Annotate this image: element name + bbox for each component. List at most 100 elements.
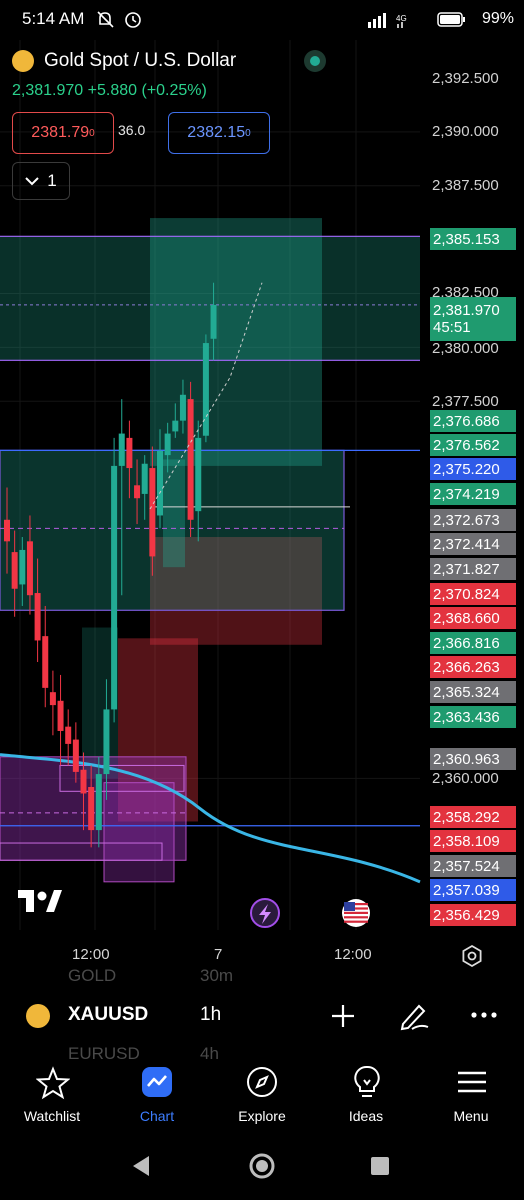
more-options-icon[interactable] [470, 1010, 498, 1020]
compass-icon [247, 1067, 277, 1097]
network-type: 4G [396, 14, 407, 23]
candle [26, 515, 33, 615]
ghost-symbol: EURUSD [68, 1044, 140, 1063]
nav-explore[interactable]: Explore [212, 1062, 312, 1132]
price-label: 2,357.039 [430, 879, 516, 901]
bar-countdown: 45:51 [433, 319, 471, 336]
nav-ideas[interactable]: Ideas [316, 1062, 416, 1132]
candle [187, 381, 194, 538]
order-block [0, 449, 345, 611]
candle [118, 399, 125, 596]
candle-body [202, 343, 209, 436]
price-label: 2,370.824 [430, 583, 516, 605]
candle-body [34, 593, 41, 641]
last-price: 2,381.970 [12, 82, 84, 99]
time-label: 12:00 [334, 946, 372, 963]
candle-body [11, 552, 18, 589]
candle [4, 487, 10, 574]
demand-zone [0, 842, 163, 861]
candle [42, 605, 49, 708]
candle-body [26, 541, 33, 596]
symbol-title[interactable]: Gold Spot / U.S. Dollar [44, 50, 237, 71]
drawing-tool-icon[interactable] [398, 1000, 432, 1032]
system-navigation [0, 1140, 524, 1200]
price-scale-tick: 2,390.000 [432, 123, 499, 140]
price-label: 2,376.686 [430, 410, 516, 432]
candle-body [210, 304, 217, 339]
interval-selector[interactable]: 1h [200, 1004, 222, 1025]
time-label: 7 [214, 946, 223, 963]
long-position-stop [150, 537, 322, 645]
price-chart[interactable] [0, 40, 524, 940]
price-label: 2,375.220 [430, 458, 516, 480]
price-label: 2,357.524 [430, 855, 516, 877]
price-label: 2,360.963 [430, 748, 516, 770]
chevron-down-icon [25, 177, 39, 186]
candle-body [103, 709, 110, 775]
price-label: 2,374.219 [430, 483, 516, 505]
mute-icon [97, 11, 114, 28]
price-label: 2,372.673 [430, 509, 516, 531]
nav-label: Watchlist [23, 1108, 81, 1124]
candle-body [126, 437, 133, 469]
candle [195, 420, 202, 542]
candle [88, 765, 95, 848]
nav-menu[interactable]: Menu [421, 1062, 521, 1132]
candle-body [149, 468, 156, 557]
candle-body [80, 769, 87, 794]
candle-body [42, 636, 49, 688]
nav-chart[interactable]: Chart [107, 1062, 207, 1132]
collapse-indicators-button[interactable]: 1 [12, 162, 70, 200]
price-label: 2,356.429 [430, 904, 516, 926]
alarm-icon [125, 12, 141, 28]
back-icon[interactable] [130, 1154, 152, 1178]
time-label: 12:00 [72, 946, 110, 963]
candle [141, 455, 148, 520]
nav-label: Menu [453, 1108, 489, 1124]
candle [19, 537, 26, 606]
price-scale-tick: 2,360.000 [432, 770, 499, 787]
price-quote: 2,381.970 +5.880 (+0.25%) [12, 82, 207, 100]
candles [4, 282, 217, 848]
candle-body [4, 519, 10, 542]
buy-button[interactable]: 2382.15 0 [168, 112, 270, 154]
demand-zone [59, 764, 185, 792]
price-label: 2,381.970 45:51 [430, 297, 516, 341]
chart-lines [0, 235, 421, 884]
chart-settings-icon[interactable] [460, 944, 484, 968]
price-label: 2,366.263 [430, 656, 516, 678]
signal-icon: 4G [368, 13, 407, 28]
ghost-interval: 30m [200, 966, 234, 985]
candle-body [141, 463, 148, 494]
add-icon[interactable] [330, 1003, 356, 1029]
candle [11, 530, 18, 617]
candle [210, 282, 217, 361]
status-icons [97, 11, 141, 28]
lightbulb-icon [354, 1065, 380, 1097]
price-label: 2,363.436 [430, 706, 516, 728]
nav-label: Chart [139, 1108, 175, 1124]
price-label: 2,368.660 [430, 607, 516, 629]
us-flag-icon [342, 899, 370, 927]
price-scale-tick: 2,380.000 [432, 340, 499, 357]
candle-body [49, 692, 56, 706]
market-open-icon[interactable] [304, 50, 326, 72]
home-icon[interactable] [248, 1152, 276, 1180]
recents-icon[interactable] [370, 1156, 390, 1176]
price-scale-tick: 2,392.500 [432, 70, 499, 87]
nav-label: Ideas [348, 1108, 384, 1124]
lightning-icon [250, 898, 280, 928]
candle-body [19, 549, 26, 585]
symbol-selector[interactable]: XAUUSD [68, 1004, 149, 1025]
sell-button[interactable]: 2381.79 0 [12, 112, 114, 154]
hamburger-icon [458, 1071, 486, 1093]
battery-icon [437, 12, 465, 27]
price-label: 2,385.153 [430, 228, 516, 250]
indicator-count: 1 [47, 171, 57, 190]
candle-body [179, 394, 186, 421]
price-label: 2,371.827 [430, 558, 516, 580]
candle-body [172, 420, 179, 432]
candle [34, 558, 41, 663]
price-label: 2,372.414 [430, 533, 516, 555]
nav-watchlist[interactable]: Watchlist [2, 1062, 102, 1132]
